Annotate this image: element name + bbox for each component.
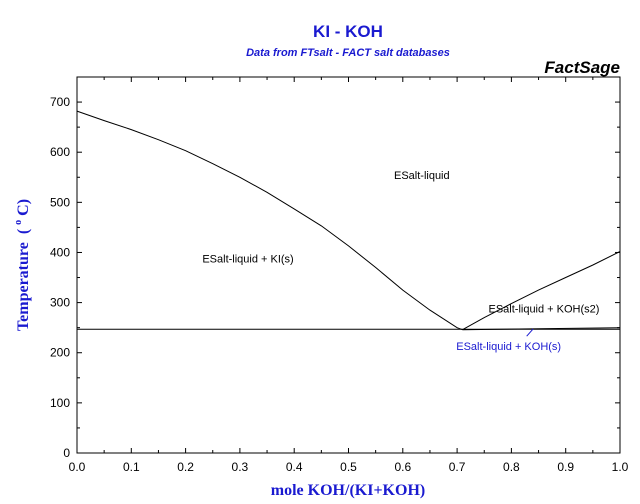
x-tick-label: 0.9 <box>557 460 574 474</box>
brand-label: FactSage <box>544 58 620 77</box>
x-tick-label: 0.3 <box>232 460 249 474</box>
plot-frame <box>76 76 621 454</box>
y-tick-label: 0 <box>63 446 70 460</box>
region-labels: ESalt-liquid ESalt-liquid + KI(s) ESalt-li… <box>202 170 599 353</box>
x-axis-label: mole KOH/(KI+KOH) <box>271 482 425 499</box>
x-tick-label: 0.5 <box>340 460 357 474</box>
x-tick-label: 0.2 <box>177 460 194 474</box>
y-tick-label: 400 <box>50 245 70 259</box>
x-tick-label: 0.7 <box>449 460 466 474</box>
region-label: ESalt-liquid + KI(s) <box>202 253 293 265</box>
y-tick-label: 200 <box>50 346 70 360</box>
y-tick-label: 600 <box>50 145 70 159</box>
x-tick-label: 0.0 <box>69 460 86 474</box>
label-leader-line <box>526 328 534 337</box>
axis-ticks: 0.0 0.1 0.2 0.3 0.4 0.5 0.6 0.7 0.8 0.9 1.0 0 100 200… <box>50 76 629 474</box>
svg-text:Temperature ( o: Temperature ( o C) <box>8 199 32 331</box>
chart-title: KI - KOH <box>313 22 383 41</box>
y-axis-label: Temperature ( o C) <box>8 199 32 331</box>
chart-subtitle: Data from FTsalt - FACT salt databases <box>246 47 450 59</box>
y-tick-label: 700 <box>50 95 70 109</box>
y-tick-label: 100 <box>50 396 70 410</box>
y-axis-label-main: Temperature <box>15 242 32 331</box>
region-label: ESalt-liquid <box>394 170 450 182</box>
y-axis-label-degree: o <box>13 220 24 225</box>
x-tick-label: 1.0 <box>612 460 629 474</box>
y-tick-label: 300 <box>50 296 70 310</box>
y-axis-label-unit: C) <box>15 199 32 216</box>
phase-boundary-line <box>462 327 621 331</box>
x-tick-label: 0.4 <box>286 460 303 474</box>
phase-boundaries <box>76 110 621 337</box>
y-axis-label-paren: ( <box>15 229 32 234</box>
x-tick-label: 0.6 <box>394 460 411 474</box>
x-tick-label: 0.8 <box>503 460 520 474</box>
x-tick-label: 0.1 <box>123 460 140 474</box>
region-label: ESalt-liquid + KOH(s) <box>456 341 561 353</box>
region-label: ESalt-liquid + KOH(s2) <box>488 304 599 316</box>
phase-boundary-line <box>76 110 463 331</box>
phase-boundary-line <box>462 251 621 331</box>
y-tick-label: 500 <box>50 195 70 209</box>
